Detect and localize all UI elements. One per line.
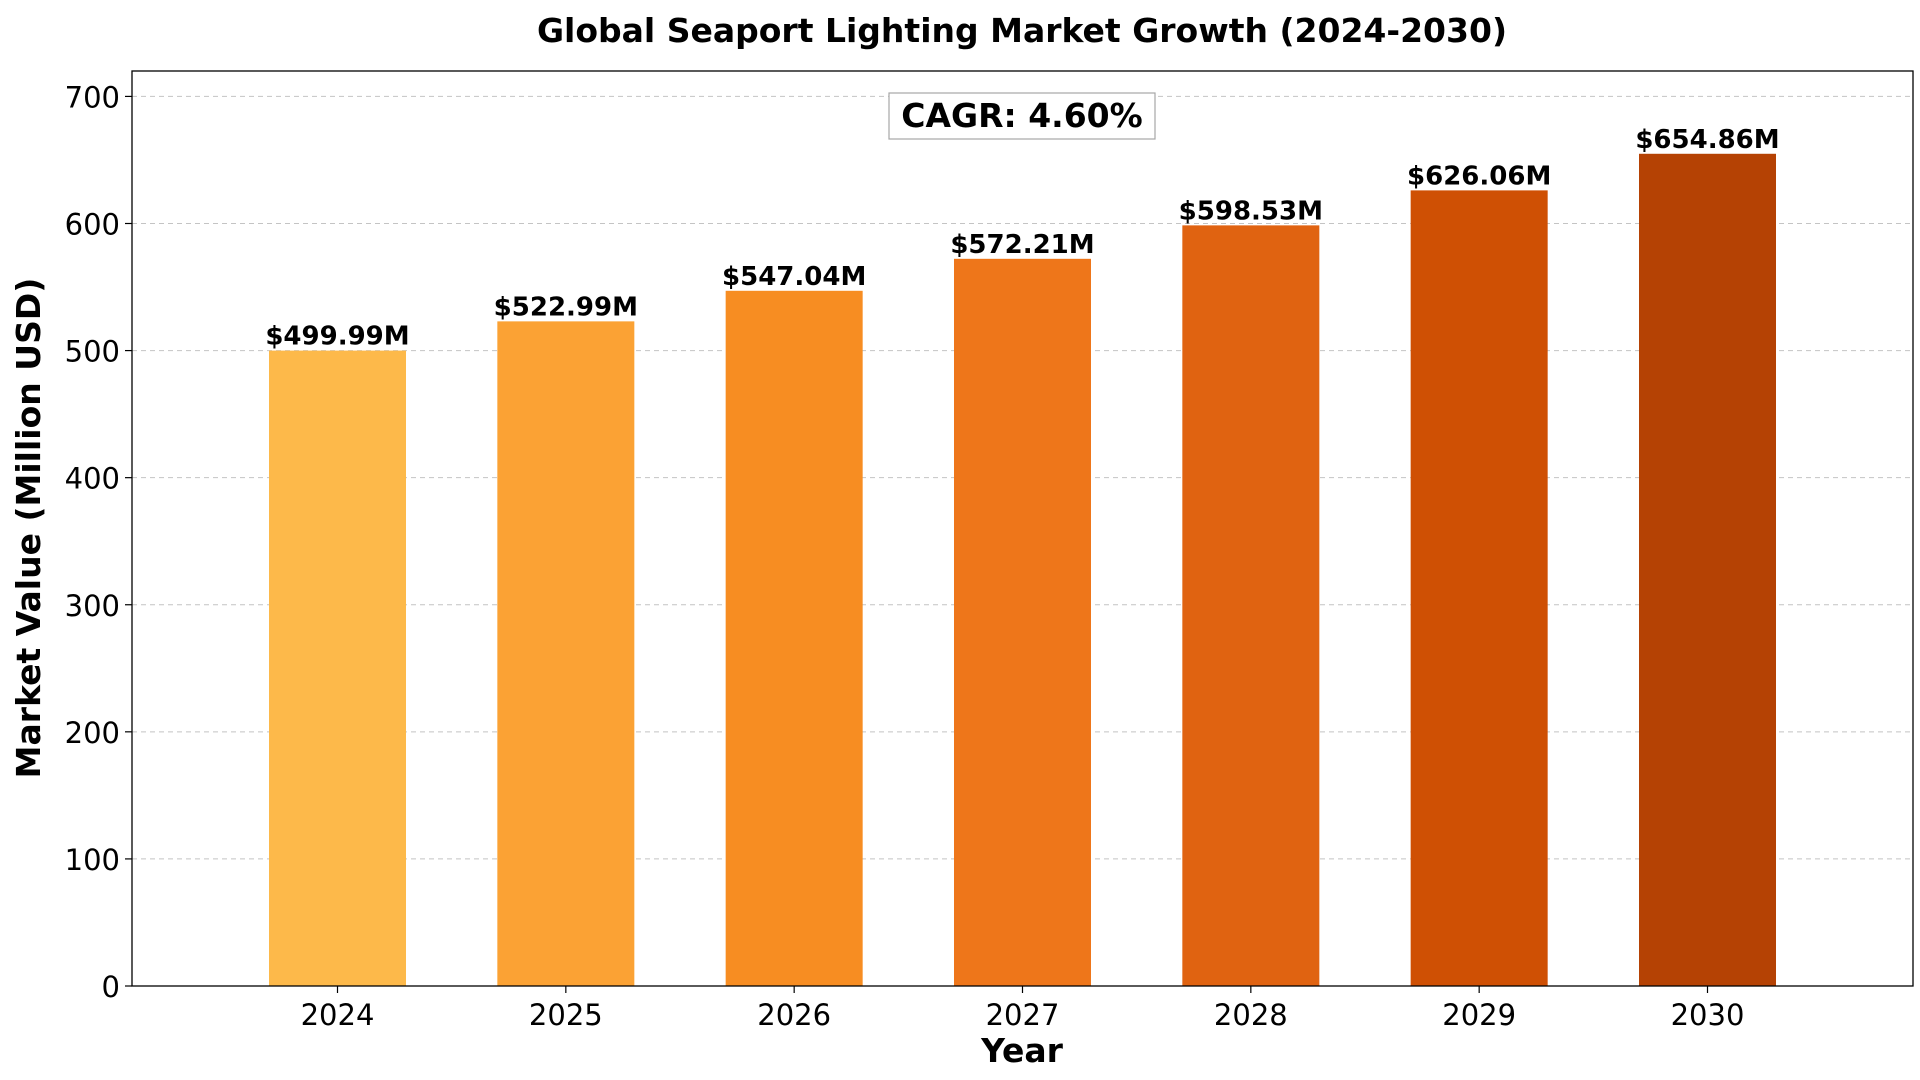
bar-2024 <box>269 350 406 986</box>
x-tick-label: 2024 <box>301 998 375 1032</box>
bar-value-label: $654.86M <box>1635 125 1779 155</box>
bar-value-label: $547.04M <box>722 262 866 292</box>
bar-value-label: $598.53M <box>1179 196 1323 226</box>
x-tick-label: 2030 <box>1671 998 1745 1032</box>
bars <box>269 153 1776 987</box>
x-tick-label: 2027 <box>986 998 1060 1032</box>
x-tick-label: 2025 <box>529 998 603 1032</box>
x-axis-ticks: 2024 2025 2026 2027 2028 2029 2030 <box>301 986 1745 1032</box>
y-tick-label: 200 <box>65 716 120 750</box>
cagr-annotation: CAGR: 4.60% <box>888 92 1156 140</box>
y-tick-label: 400 <box>65 462 120 496</box>
chart-title: Global Seaport Lighting Market Growth (2… <box>537 11 1507 50</box>
bar-2028 <box>1182 225 1320 987</box>
bar-value-label: $499.99M <box>265 322 409 352</box>
cagr-text: CAGR: 4.60% <box>901 96 1142 135</box>
bar-2029 <box>1410 190 1548 986</box>
y-tick-label: 600 <box>65 208 120 242</box>
x-axis-label: Year <box>980 1031 1064 1070</box>
plot-frame <box>131 70 1914 987</box>
y-axis-ticks: 0 100 200 300 400 500 600 700 <box>65 80 132 1004</box>
cagr-box <box>888 92 1156 140</box>
bar-2026 <box>725 290 863 986</box>
bar-value-label: $572.21M <box>950 230 1094 260</box>
y-tick-label: 100 <box>65 843 120 877</box>
x-tick-label: 2028 <box>1214 998 1288 1032</box>
bar-2030 <box>1639 153 1776 986</box>
y-tick-label: 300 <box>65 589 120 623</box>
bar-2025 <box>497 321 635 986</box>
y-tick-label: 0 <box>102 970 120 1004</box>
y-axis-label: Market Value (Million USD) <box>9 278 48 779</box>
bar-value-label: $522.99M <box>494 292 638 322</box>
y-tick-label: 700 <box>65 80 120 114</box>
x-tick-label: 2026 <box>757 998 831 1032</box>
x-tick-label: 2029 <box>1442 998 1516 1032</box>
bar-2027 <box>954 258 1091 986</box>
bar-labels: $499.99M $522.99M $547.04M $572.21M $598.53M… <box>265 125 1779 352</box>
y-tick-label: 500 <box>65 335 120 369</box>
bar-value-label: $626.06M <box>1407 161 1551 191</box>
